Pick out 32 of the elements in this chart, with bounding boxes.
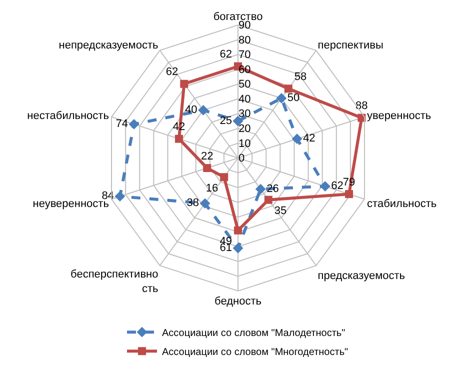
data-label: 50 xyxy=(287,92,300,104)
spoke-label: перспективы xyxy=(318,40,384,52)
data-label: 58 xyxy=(294,70,307,83)
data-label: 16 xyxy=(206,182,218,194)
data-label: 62 xyxy=(331,180,344,192)
y-tick-label: 80 xyxy=(238,34,251,46)
data-label: 22 xyxy=(200,150,214,162)
y-tick-label: 40 xyxy=(238,93,251,106)
spoke-label: бедность xyxy=(214,296,262,308)
legend-label: Ассоциации со словом "Малодетность" xyxy=(162,328,346,339)
data-label: 74 xyxy=(116,118,128,130)
legend-label: Ассоциации со словом "Многодетность" xyxy=(162,347,349,358)
data-label: 88 xyxy=(356,100,368,112)
y-tick-label: 50 xyxy=(238,78,251,91)
spoke-label: нестабильность xyxy=(27,110,110,122)
spoke-label: уверенность xyxy=(367,110,432,122)
spoke-label: предсказуемость xyxy=(318,270,406,282)
data-label: 25 xyxy=(220,114,232,127)
data-label: 62 xyxy=(220,48,232,61)
spoke-label: непредсказуемость xyxy=(58,40,158,52)
spoke-label: бесперспективность xyxy=(70,268,158,295)
data-label: 35 xyxy=(274,205,287,218)
data-label: 61 xyxy=(220,242,232,254)
y-tick-label: 20 xyxy=(238,123,251,136)
data-label: 40 xyxy=(185,104,198,116)
data-label: 62 xyxy=(166,66,178,78)
y-tick-label: 30 xyxy=(238,108,251,120)
y-tick-label: 10 xyxy=(238,138,251,150)
spoke-label: стабильность xyxy=(367,198,437,210)
y-tick-label: 70 xyxy=(238,49,251,62)
data-label: 42 xyxy=(303,132,316,145)
y-tick-label: 0 xyxy=(238,152,245,165)
